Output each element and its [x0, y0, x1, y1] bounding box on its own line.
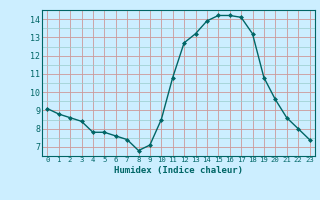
- X-axis label: Humidex (Indice chaleur): Humidex (Indice chaleur): [114, 166, 243, 175]
